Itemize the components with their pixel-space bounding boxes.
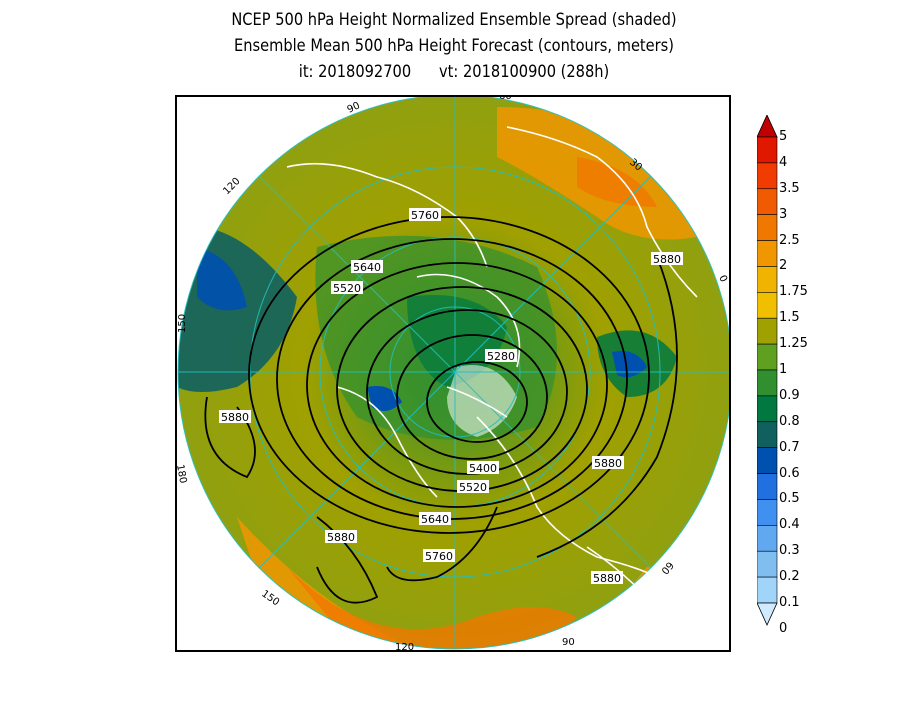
lon-label: 90: [562, 637, 575, 648]
colorbar-swatch: [757, 214, 778, 241]
map-frame: 5760 5640 5520 5280 5880 5880 5880 5400 …: [175, 95, 731, 652]
contour-label: 5760: [423, 549, 455, 563]
colorbar-label: 0.8: [779, 413, 800, 429]
colorbar-label: 1.75: [779, 284, 808, 300]
lon-label: 60: [499, 97, 512, 102]
colorbar-min-triangle: [757, 602, 778, 626]
svg-text:5760: 5760: [425, 550, 453, 563]
colorbar-swatch: [757, 447, 778, 474]
colorbar-label: 5: [779, 129, 788, 144]
colorbar-label: 1: [779, 362, 788, 377]
colorbar-swatch: [757, 240, 778, 267]
contour-label: 5760: [409, 208, 441, 222]
contour-label: 5880: [592, 456, 624, 470]
colorbar-swatch: [757, 499, 778, 526]
colorbar-swatch: [757, 162, 778, 190]
colorbar-swatch: [757, 369, 778, 397]
contour-label: 5640: [351, 260, 383, 274]
colorbar-swatch: [757, 317, 778, 345]
svg-text:5280: 5280: [487, 350, 515, 363]
colorbar-label: 0: [779, 620, 788, 636]
lon-label: 120: [221, 176, 242, 197]
svg-text:5880: 5880: [653, 253, 681, 266]
colorbar-label: 0.6: [779, 465, 800, 481]
title-line-1: NCEP 500 hPa Height Normalized Ensemble …: [231, 10, 677, 30]
contour-label: 5640: [419, 512, 451, 526]
colorbar-swatch: [757, 136, 778, 164]
lon-label: 120: [395, 642, 414, 650]
colorbar-label: 0.9: [779, 387, 800, 403]
contour-label: 5280: [485, 349, 517, 363]
colorbar-swatch: [757, 525, 778, 552]
contour-label: 5400: [467, 461, 499, 475]
colorbar-swatch: [757, 473, 778, 500]
contour-label: 5880: [651, 252, 683, 266]
colorbar-label: 3.5: [779, 180, 800, 196]
colorbar-label: 2: [779, 258, 788, 274]
lon-label: 90: [346, 100, 362, 115]
contour-label: 5520: [457, 480, 489, 494]
lon-label: 180: [177, 464, 188, 485]
colorbar-label: 0.1: [779, 595, 800, 610]
colorbar-label: 0.5: [779, 491, 800, 507]
colorbar-swatch: [757, 550, 778, 578]
lon-label: 150: [177, 314, 188, 333]
colorbar-swatch: [757, 395, 778, 423]
lon-label: 0: [716, 274, 729, 284]
colorbar-swatch: [757, 343, 778, 371]
colorbar-swatch: [757, 188, 778, 215]
colorbar-label: 4: [779, 154, 788, 170]
colorbar-label: 1.25: [779, 336, 808, 352]
colorbar-label: 1.5: [779, 310, 800, 326]
colorbar-label: 0.7: [779, 439, 800, 455]
svg-text:5520: 5520: [459, 481, 487, 494]
lon-label: 150: [259, 588, 281, 608]
svg-text:5880: 5880: [594, 457, 622, 470]
svg-text:5880: 5880: [327, 531, 355, 544]
title-line-2: Ensemble Mean 500 hPa Height Forecast (c…: [233, 36, 674, 56]
svg-text:5640: 5640: [353, 261, 381, 274]
colorbar-label: 3: [779, 206, 788, 222]
colorbar-swatch: [757, 576, 778, 604]
svg-text:5880: 5880: [593, 572, 621, 585]
svg-text:5520: 5520: [333, 282, 361, 295]
svg-text:5640: 5640: [421, 513, 449, 526]
lon-label: 30: [726, 419, 729, 433]
contour-labels: 5760 5640 5520 5280 5880 5880 5880 5400 …: [219, 208, 683, 585]
colorbar-max-triangle: [757, 115, 778, 138]
polar-map: 5760 5640 5520 5280 5880 5880 5880 5400 …: [177, 97, 729, 650]
colorbar-label: 2.5: [779, 232, 800, 248]
colorbar-label: 0.3: [779, 543, 800, 559]
svg-text:5760: 5760: [411, 209, 439, 222]
contour-label: 5880: [591, 571, 623, 585]
colorbar-label: 0.4: [779, 517, 800, 533]
colorbar-swatch: [757, 292, 778, 319]
colorbar-swatch: [757, 421, 778, 448]
height-contours: [204, 216, 678, 604]
colorbar: [757, 115, 778, 626]
contour-label: 5520: [331, 281, 363, 295]
contour-label: 5880: [325, 530, 357, 544]
svg-text:5400: 5400: [469, 462, 497, 475]
contour-label: 5880: [219, 410, 251, 424]
colorbar-swatch: [757, 266, 778, 293]
svg-text:5880: 5880: [221, 411, 249, 424]
colorbar-label: 0.2: [779, 569, 800, 585]
title-line-3: it: 2018092700 vt: 2018100900 (288h): [298, 62, 610, 82]
lon-label: 60: [659, 559, 676, 576]
